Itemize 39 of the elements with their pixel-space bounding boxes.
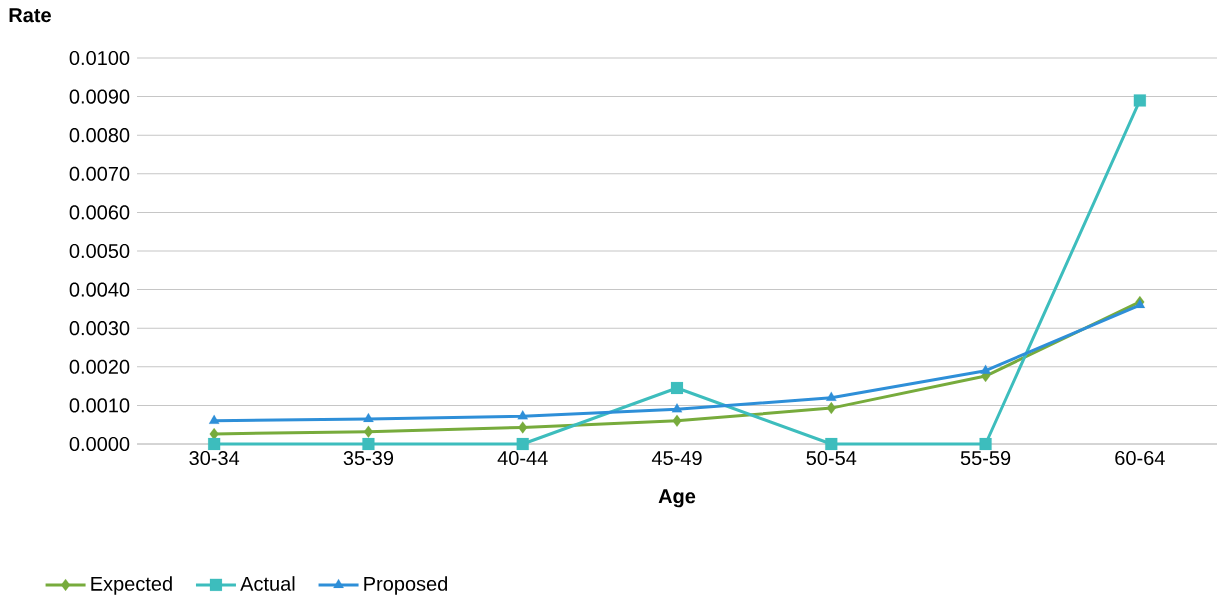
x-tick-label: 45-49 [651, 450, 702, 466]
x-tick-label: 55-59 [960, 450, 1011, 466]
x-tick-label: 50-54 [806, 450, 857, 466]
y-tick-label: 0.0090 [69, 89, 130, 104]
y-tick-label: 0.0050 [69, 243, 130, 259]
legend-label: Proposed [364, 576, 448, 595]
point [670, 381, 684, 395]
y-axis-title: Rate [9, 8, 51, 23]
x-tick-label: 60-64 [1115, 450, 1165, 466]
legend-label: Expected [91, 576, 172, 595]
point [980, 364, 991, 374]
point [517, 410, 528, 420]
point [516, 437, 529, 451]
point [672, 414, 682, 427]
x-tick-label: 30-34 [189, 450, 240, 466]
y-tick-label: 0.0010 [69, 398, 130, 413]
point [518, 421, 528, 434]
legend-label: Actual [240, 576, 295, 591]
point [363, 412, 374, 422]
y-tick-label: 0.0060 [69, 205, 130, 220]
y-tick-label: 0.0040 [69, 282, 130, 297]
point [979, 437, 992, 451]
x-tick-label: 40-44 [497, 450, 548, 466]
point [1133, 94, 1146, 107]
point [362, 437, 375, 451]
point [826, 402, 836, 415]
y-tick-label: 0.0030 [69, 321, 130, 336]
point [208, 414, 220, 424]
y-tick-label: 0.0020 [69, 359, 130, 374]
point [825, 437, 838, 451]
point [208, 437, 221, 451]
y-tick-label: 0.0080 [69, 128, 130, 143]
y-tick-label: 0.0000 [69, 436, 130, 452]
y-tick-label: 0.0100 [69, 50, 130, 66]
x-tick-label: 35-39 [343, 450, 394, 466]
point [826, 391, 837, 401]
point [671, 403, 683, 413]
x-axis-title: Age [658, 489, 696, 508]
y-tick-label: 0.0070 [69, 166, 130, 181]
